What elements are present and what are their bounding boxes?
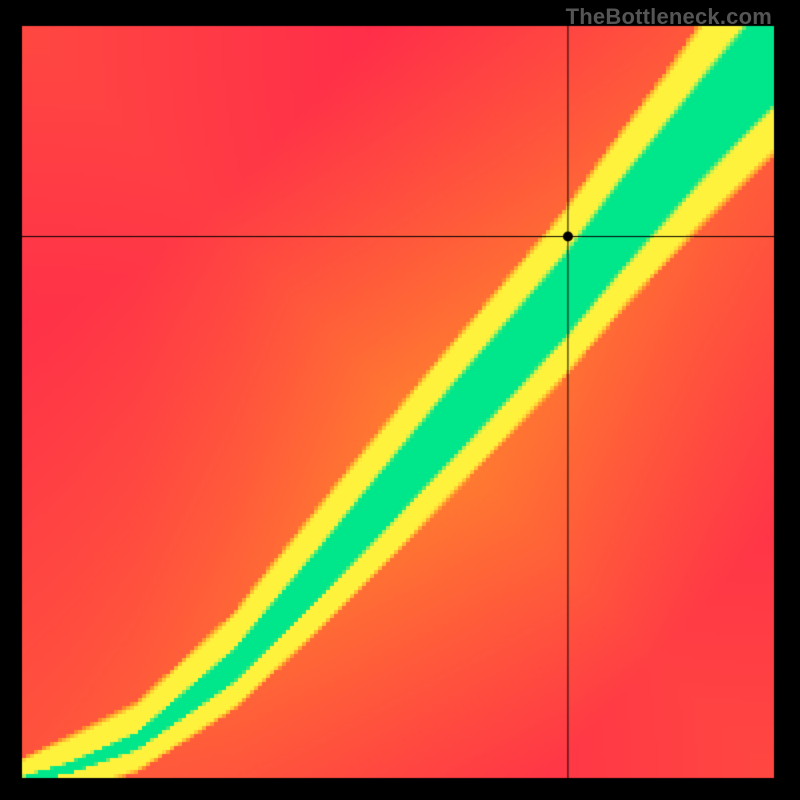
heatmap-canvas (0, 0, 800, 800)
watermark-text: TheBottleneck.com (566, 4, 772, 30)
chart-container: TheBottleneck.com (0, 0, 800, 800)
